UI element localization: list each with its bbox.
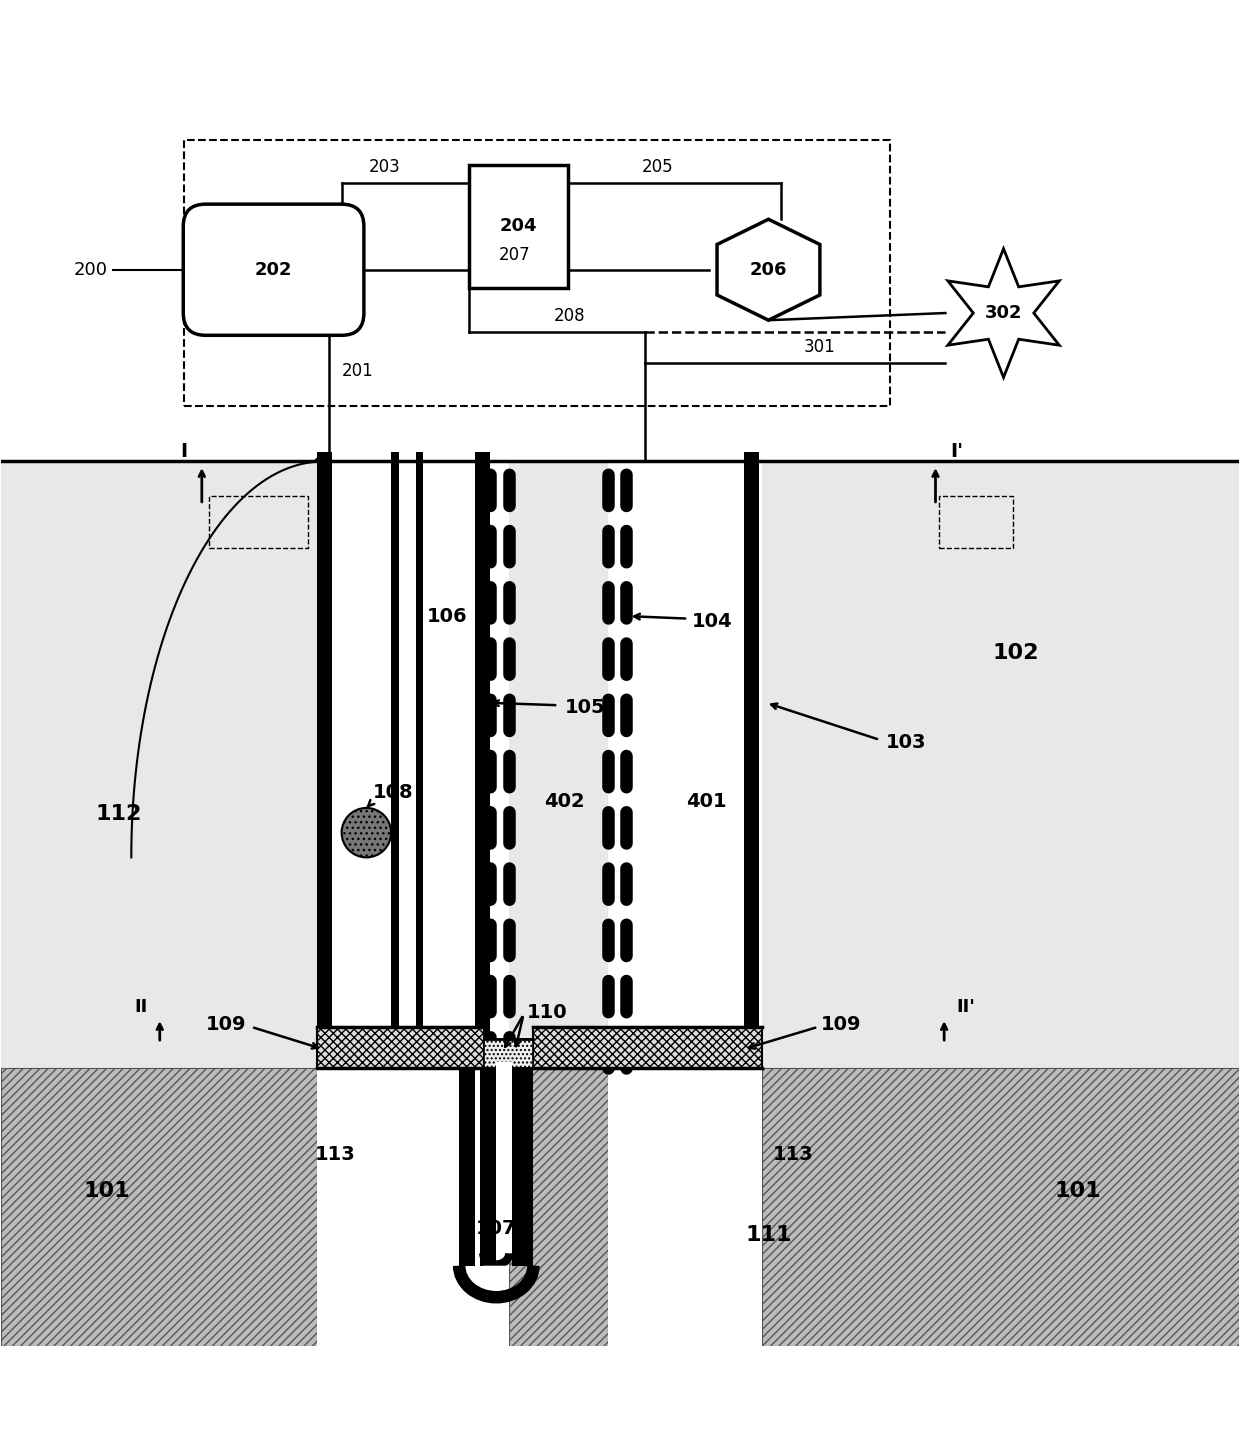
Bar — [317, 451, 332, 1068]
Text: 207: 207 — [498, 246, 531, 263]
Text: 200: 200 — [73, 260, 107, 279]
Text: 402: 402 — [544, 792, 584, 812]
Bar — [469, 164, 568, 288]
Text: II: II — [134, 998, 148, 1016]
Text: 112: 112 — [95, 805, 143, 824]
Bar — [484, 1039, 533, 1068]
Text: 106: 106 — [427, 607, 467, 626]
Text: 205: 205 — [641, 157, 673, 176]
Bar — [763, 1068, 1239, 1346]
Bar — [317, 1027, 484, 1068]
Bar — [317, 461, 508, 1346]
Text: 110: 110 — [527, 1002, 568, 1021]
Text: 104: 104 — [692, 611, 733, 630]
Bar — [317, 1068, 508, 1346]
Text: I': I' — [950, 442, 963, 461]
Text: 113: 113 — [773, 1145, 813, 1164]
Bar — [744, 451, 759, 1068]
Bar — [608, 1068, 763, 1346]
Text: 109: 109 — [206, 1016, 246, 1035]
Bar — [1, 1068, 317, 1346]
Text: 101: 101 — [1054, 1181, 1101, 1202]
Polygon shape — [947, 249, 1059, 377]
Text: 208: 208 — [553, 307, 585, 326]
Text: 201: 201 — [342, 362, 373, 380]
Bar — [496, 1062, 512, 1260]
Circle shape — [342, 808, 391, 857]
Text: 204: 204 — [500, 217, 537, 236]
Text: 105: 105 — [564, 698, 605, 717]
Text: 301: 301 — [804, 339, 836, 356]
Bar — [480, 1068, 496, 1266]
Polygon shape — [717, 220, 820, 320]
Bar — [391, 451, 398, 1068]
Text: 401: 401 — [686, 792, 727, 812]
Text: 113: 113 — [315, 1145, 356, 1164]
Text: 302: 302 — [985, 304, 1022, 322]
Bar — [939, 496, 1013, 549]
Text: 107: 107 — [476, 1219, 517, 1238]
Bar — [512, 1068, 528, 1266]
Wedge shape — [484, 1266, 510, 1279]
Text: 108: 108 — [372, 783, 413, 802]
Text: 206: 206 — [750, 260, 787, 279]
Bar — [608, 461, 763, 1346]
Text: 103: 103 — [887, 733, 926, 752]
Text: 102: 102 — [993, 643, 1039, 663]
Text: 203: 203 — [370, 157, 401, 176]
Bar — [185, 140, 890, 406]
Text: 101: 101 — [83, 1181, 130, 1202]
Bar — [475, 451, 490, 1068]
Bar — [415, 451, 423, 1068]
Bar — [517, 1068, 533, 1266]
Text: 111: 111 — [745, 1225, 791, 1245]
Bar — [1, 461, 1239, 1346]
Bar — [210, 496, 309, 549]
Bar — [1, 109, 1239, 461]
Bar — [459, 1068, 475, 1266]
Text: 109: 109 — [821, 1016, 861, 1035]
Bar — [508, 1068, 608, 1346]
Text: 202: 202 — [255, 260, 293, 279]
Text: I: I — [180, 442, 187, 461]
Text: II': II' — [956, 998, 976, 1016]
FancyBboxPatch shape — [184, 204, 363, 335]
Bar — [533, 1027, 763, 1068]
